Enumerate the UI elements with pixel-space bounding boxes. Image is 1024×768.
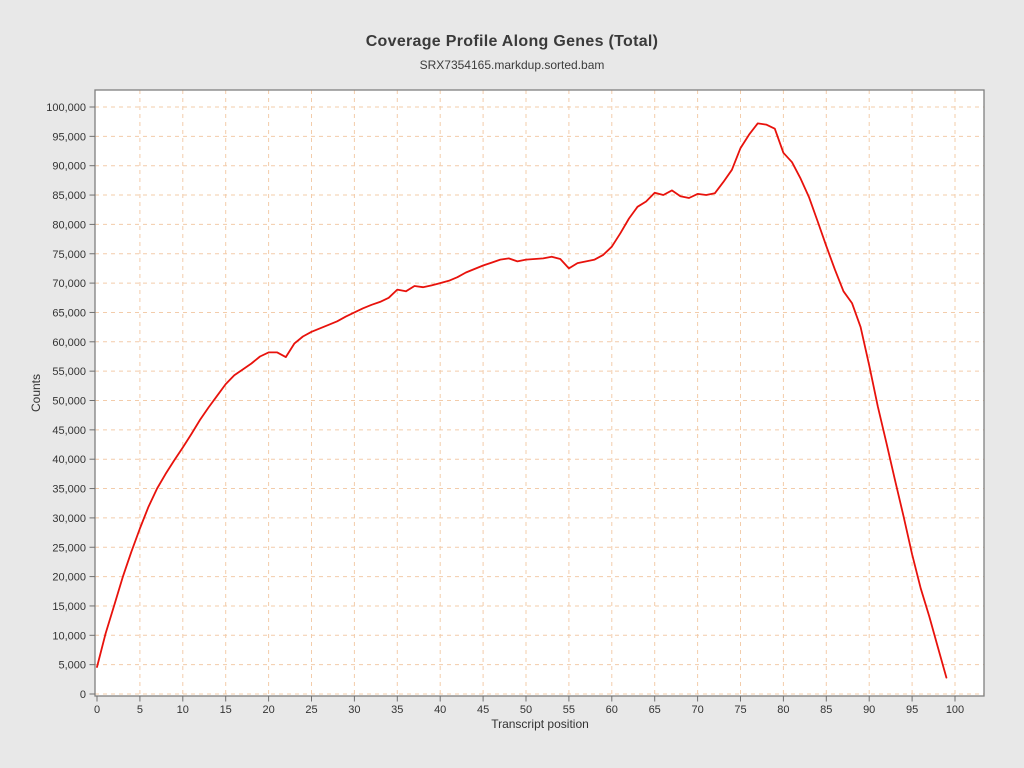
plot-border <box>94 89 985 697</box>
y-tick-label: 0 <box>80 689 86 701</box>
axis-ticks <box>89 106 956 702</box>
y-tick-label: 40,000 <box>52 454 86 466</box>
chart-title: Coverage Profile Along Genes (Total) <box>365 33 659 50</box>
x-tick-label: 25 <box>305 704 317 716</box>
x-tick-label: 95 <box>906 704 918 716</box>
x-tick-labels: 0 5 10 15 20 25 30 35 40 45 50 55 60 65 70 75 80 85 90 95 10… <box>94 704 964 716</box>
x-tick-label: 60 <box>606 704 618 716</box>
y-tick-label: 45,000 <box>52 425 86 437</box>
y-tick-label: 85,000 <box>52 190 86 202</box>
x-tick-label: 35 <box>391 704 403 716</box>
x-tick-label: 55 <box>563 704 575 716</box>
y-tick-label: 60,000 <box>52 337 86 349</box>
y-tick-label: 70,000 <box>52 278 86 290</box>
x-tick-label: 85 <box>820 704 832 716</box>
y-tick-label: 80,000 <box>52 219 86 231</box>
y-tick-label: 10,000 <box>52 630 86 642</box>
x-tick-label: 100 <box>946 704 964 716</box>
x-tick-label: 90 <box>863 704 875 716</box>
y-tick-label: 30,000 <box>52 513 86 525</box>
y-tick-label: 100,000 <box>46 102 86 114</box>
gridlines <box>95 90 984 696</box>
x-tick-label: 20 <box>262 704 274 716</box>
y-tick-label: 5,000 <box>58 660 86 672</box>
y-tick-labels: 0 5,000 10,000 15,000 20,000 25,000 30,000 35,0… <box>46 102 86 701</box>
x-tick-label: 30 <box>348 704 360 716</box>
y-tick-label: 95,000 <box>52 131 86 143</box>
plot-background <box>95 90 984 696</box>
x-tick-label: 5 <box>137 704 143 716</box>
y-tick-label: 65,000 <box>52 307 86 319</box>
y-tick-label: 35,000 <box>52 484 86 496</box>
y-tick-label: 25,000 <box>52 542 86 554</box>
x-tick-label: 80 <box>777 704 789 716</box>
x-tick-label: 75 <box>734 704 746 716</box>
x-tick-label: 65 <box>649 704 661 716</box>
y-tick-label: 55,000 <box>52 366 86 378</box>
x-tick-label: 50 <box>520 704 532 716</box>
y-tick-label: 50,000 <box>52 396 86 408</box>
x-tick-label: 15 <box>220 704 232 716</box>
y-tick-label: 15,000 <box>52 601 86 613</box>
x-tick-label: 0 <box>94 704 100 716</box>
chart-subtitle: SRX7354165.markdup.sorted.bam <box>419 58 605 72</box>
x-tick-label: 45 <box>477 704 489 716</box>
y-tick-label: 90,000 <box>52 161 86 173</box>
y-tick-label: 75,000 <box>52 249 86 261</box>
y-tick-label: 20,000 <box>52 572 86 584</box>
x-tick-label: 70 <box>691 704 703 716</box>
coverage-line <box>96 122 948 679</box>
x-tick-label: 10 <box>177 704 189 716</box>
x-tick-label: 40 <box>434 704 446 716</box>
x-axis-title: Transcript position <box>491 717 589 731</box>
